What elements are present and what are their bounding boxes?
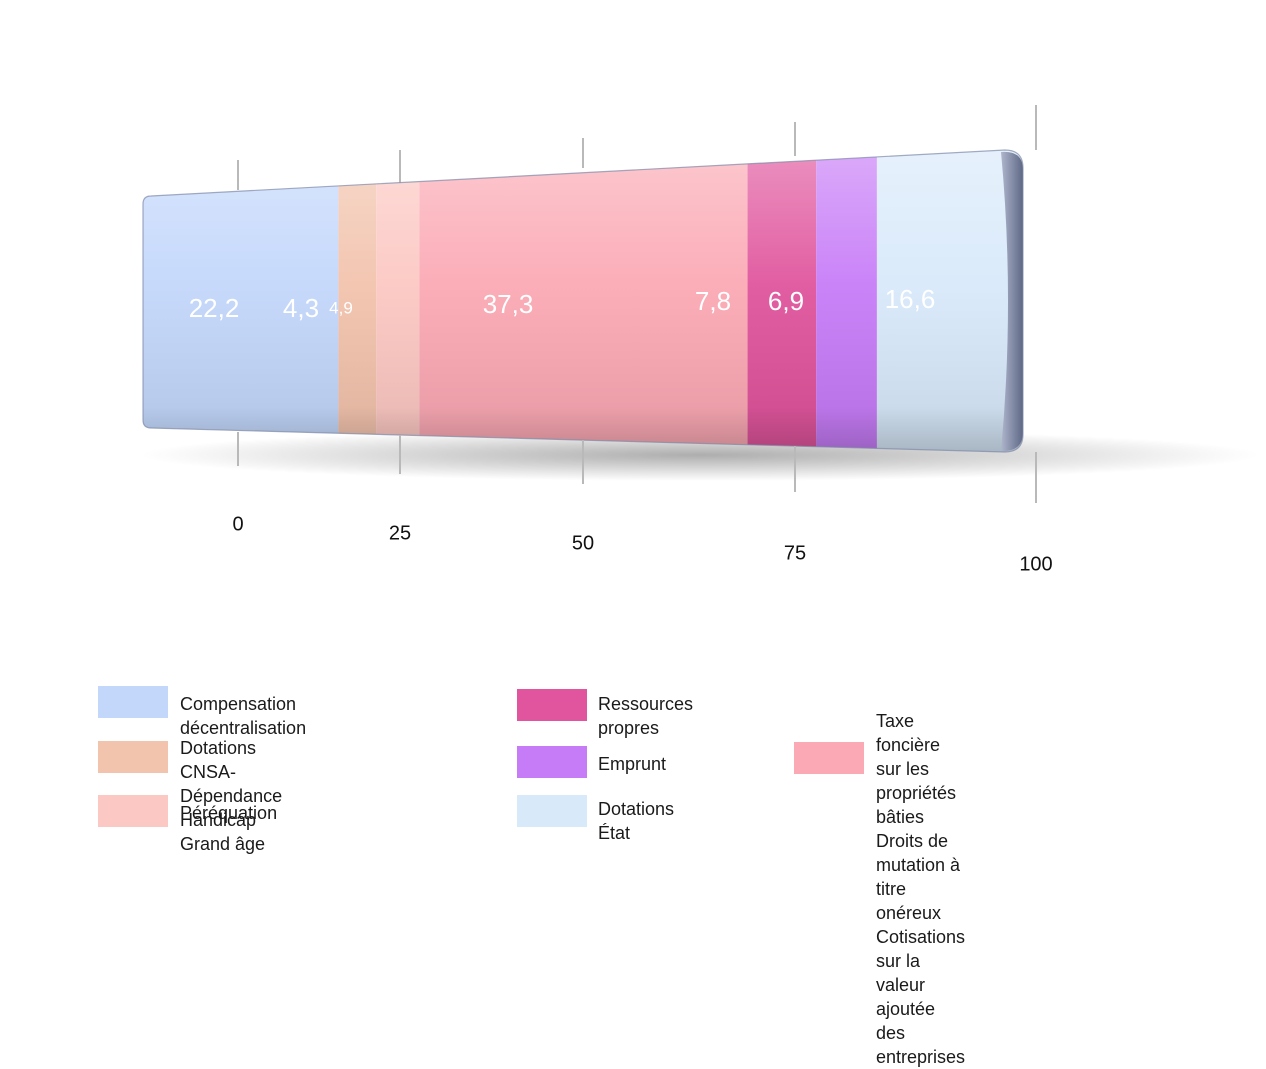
bar-shading: [143, 150, 1023, 452]
legend-label: Ressources propres: [598, 694, 694, 738]
legend-swatch: [517, 795, 587, 827]
legend-swatch: [98, 686, 168, 718]
bar-outline: [142, 149, 1024, 453]
tick-label-0: 0: [232, 513, 243, 535]
legend-swatch: [98, 795, 168, 827]
chart-stage: 22,2 4,3 4,9 37,3 7,8 6,9 16,6 0 25 50 75 100 Comp…: [98, 105, 1260, 1067]
legend-swatch: [98, 741, 168, 773]
data-label-7: 16,6: [885, 284, 936, 314]
legend-swatch: [517, 746, 587, 778]
legend-label: Taxe foncière sur les propriétés bâties …: [876, 711, 966, 1067]
data-label-6: 6,9: [768, 286, 804, 316]
tick-label-25: 25: [389, 522, 411, 544]
legend-label: Dotations CNSA-Dépendance Handicap Grand…: [180, 738, 283, 854]
tick-label-75: 75: [784, 542, 806, 564]
legend-label: Emprunt: [598, 754, 667, 774]
legend-label: Péréquation: [180, 803, 278, 823]
bar-end-cap: [1001, 151, 1023, 452]
legend-swatch: [794, 742, 864, 774]
tick-label-100: 100: [1019, 553, 1052, 575]
data-label-5: 7,8: [695, 286, 731, 316]
data-label-1: 22,2: [189, 293, 240, 323]
legend-swatch: [517, 689, 587, 721]
data-label-4: 37,3: [483, 289, 534, 319]
stacked-bar-chart: 22,2 4,3 4,9 37,3 7,8 6,9 16,6 0 25 50 75 100: [140, 105, 1260, 575]
tick-label-50: 50: [572, 532, 594, 554]
legend-label: Dotations État: [598, 799, 675, 843]
data-label-3: 4,9: [329, 298, 353, 317]
data-label-2: 4,3: [283, 293, 319, 323]
legend-label: Compensation décentralisation: [180, 694, 307, 738]
